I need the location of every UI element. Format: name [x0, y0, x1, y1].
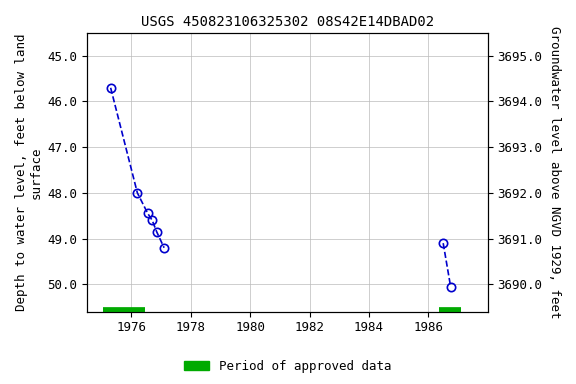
Legend: Period of approved data: Period of approved data [179, 355, 397, 378]
Y-axis label: Depth to water level, feet below land
surface: Depth to water level, feet below land su… [15, 33, 43, 311]
Y-axis label: Groundwater level above NGVD 1929, feet: Groundwater level above NGVD 1929, feet [548, 26, 561, 319]
Title: USGS 450823106325302 08S42E14DBAD02: USGS 450823106325302 08S42E14DBAD02 [141, 15, 434, 29]
